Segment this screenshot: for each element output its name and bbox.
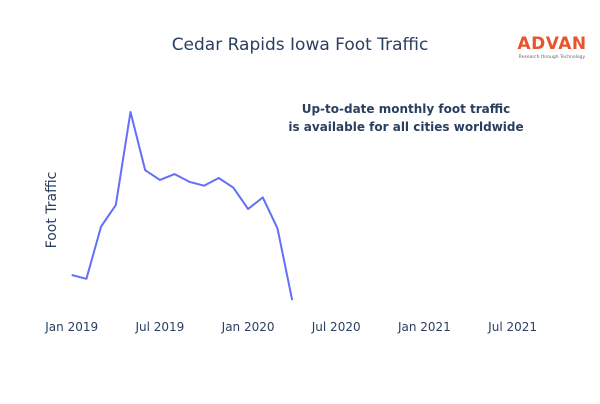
- logo-wordmark: ADVAN: [517, 34, 586, 54]
- data-point[interactable]: 2019-11: 66: [215, 174, 223, 182]
- x-tick-label: Jul 2021: [487, 320, 537, 334]
- x-axis-tick-labels: Jan 2019 Jul 2019 Jan 2020 Jul 2020 Jan 2021…: [44, 320, 537, 334]
- data-point[interactable]: 2019-06: 70: [141, 166, 149, 174]
- annotation-line-1: Up-to-date monthly foot traffic: [302, 102, 511, 116]
- annotation-line-2: is available for all cities worldwide: [288, 120, 523, 134]
- data-point[interactable]: 2019-12: 61: [229, 184, 237, 192]
- x-tick-label: Jan 2019: [44, 320, 98, 334]
- chart-title: Cedar Rapids Iowa Foot Traffic: [172, 35, 429, 55]
- data-point[interactable]: 2020-02: 56: [259, 193, 267, 201]
- data-point[interactable]: 2019-07: 65: [156, 176, 164, 184]
- x-tick-label: Jan 2021: [397, 320, 451, 334]
- logo-tagline: Research through Technology: [519, 54, 586, 60]
- data-point[interactable]: 2020-04: 3: [288, 296, 296, 304]
- series-layer: 2019-01: 16 2019-02: 14 2019-03: 41 2019-04…: [68, 108, 296, 304]
- x-tick-label: Jan 2020: [221, 320, 275, 334]
- data-point[interactable]: 2019-08: 68: [171, 170, 179, 178]
- data-point[interactable]: 2020-01: 50: [244, 205, 252, 213]
- data-point[interactable]: 2019-09: 64: [185, 178, 193, 186]
- data-point[interactable]: 2019-02: 14: [82, 275, 90, 283]
- data-point[interactable]: 2019-05: 100: [127, 108, 135, 116]
- y-axis-label: Foot Traffic: [44, 172, 60, 249]
- data-point[interactable]: 2019-04: 52: [112, 201, 120, 209]
- advan-logo: ADVAN Research through Technology: [517, 34, 586, 60]
- x-tick-label: Jul 2019: [134, 320, 184, 334]
- data-point[interactable]: 2019-10: 62: [200, 182, 208, 190]
- data-point[interactable]: 2019-03: 41: [97, 223, 105, 231]
- data-point[interactable]: 2019-01: 16: [68, 271, 76, 279]
- data-point[interactable]: 2020-03: 40: [274, 224, 282, 232]
- series-line: [71, 111, 294, 301]
- x-tick-label: Jul 2020: [311, 320, 361, 334]
